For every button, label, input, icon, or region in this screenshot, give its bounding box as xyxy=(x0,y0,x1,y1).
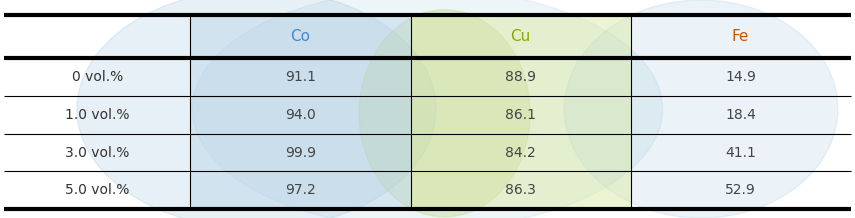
Text: 52.9: 52.9 xyxy=(725,183,756,197)
Text: 97.2: 97.2 xyxy=(286,183,315,197)
Text: Fe: Fe xyxy=(732,29,749,44)
Text: 86.1: 86.1 xyxy=(505,108,536,122)
Text: Co: Co xyxy=(291,29,310,44)
Ellipse shape xyxy=(192,0,663,218)
Bar xyxy=(410,15,631,209)
Text: 99.9: 99.9 xyxy=(285,146,316,160)
Bar xyxy=(191,15,410,209)
Text: 1.0 vol.%: 1.0 vol.% xyxy=(65,108,130,122)
Text: 94.0: 94.0 xyxy=(286,108,315,122)
Text: 14.9: 14.9 xyxy=(725,70,756,84)
Text: 84.2: 84.2 xyxy=(505,146,536,160)
Text: 18.4: 18.4 xyxy=(725,108,756,122)
Text: 5.0 vol.%: 5.0 vol.% xyxy=(65,183,130,197)
Ellipse shape xyxy=(77,0,436,218)
Text: 88.9: 88.9 xyxy=(505,70,536,84)
Text: 3.0 vol.%: 3.0 vol.% xyxy=(65,146,130,160)
Ellipse shape xyxy=(564,0,838,218)
Text: 91.1: 91.1 xyxy=(285,70,316,84)
Text: 41.1: 41.1 xyxy=(725,146,756,160)
Text: 0 vol.%: 0 vol.% xyxy=(72,70,123,84)
Ellipse shape xyxy=(359,10,530,217)
Text: 86.3: 86.3 xyxy=(505,183,536,197)
Text: Cu: Cu xyxy=(510,29,531,44)
